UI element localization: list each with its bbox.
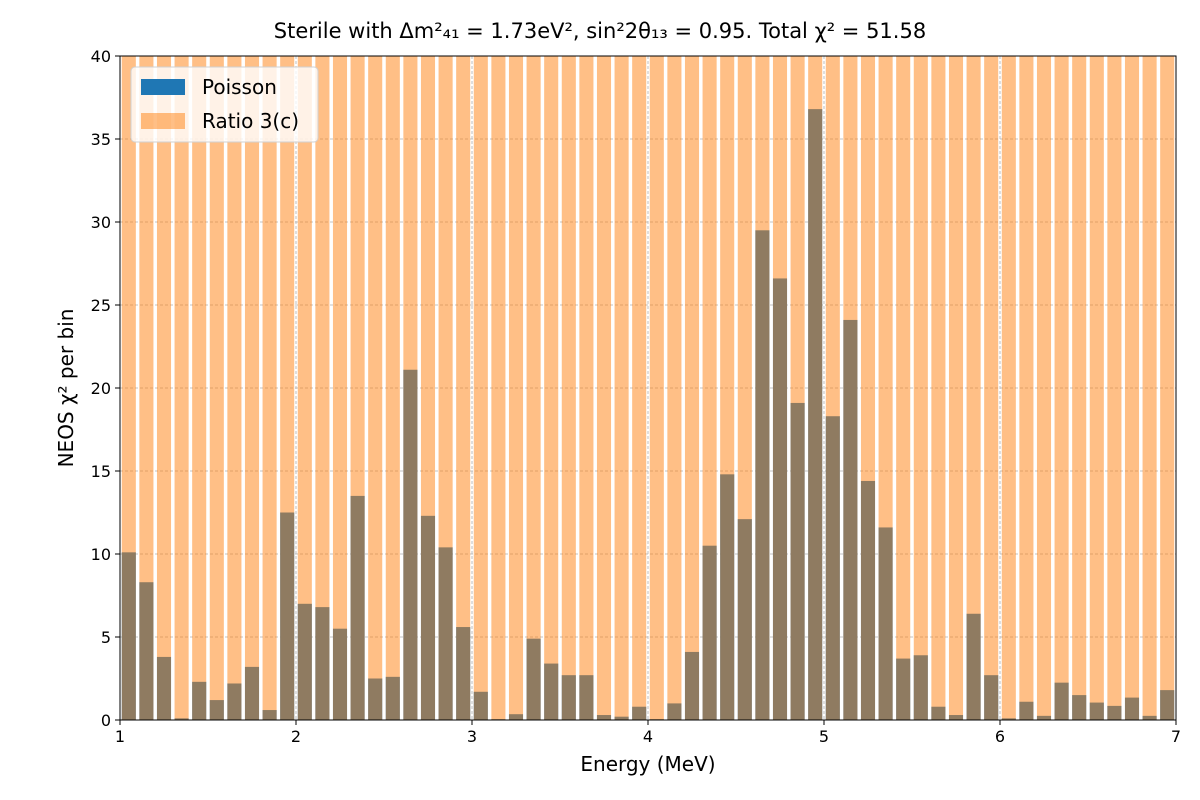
bar-ratio: [385, 56, 400, 720]
bar-ratio: [720, 56, 735, 720]
bar-ratio: [350, 56, 365, 720]
bar-ratio: [244, 56, 260, 720]
legend-label: Poisson: [202, 75, 277, 99]
y-tick-label: 20: [91, 379, 111, 398]
bar-ratio: [632, 56, 647, 720]
y-tick-label: 30: [91, 213, 111, 232]
bar-ratio: [825, 56, 840, 720]
bar-ratio: [667, 56, 682, 720]
bar-ratio: [139, 56, 154, 720]
y-tick-label: 40: [91, 47, 111, 66]
bar-ratio: [649, 56, 664, 720]
bar-ratio: [1107, 56, 1122, 720]
bar-ratio: [808, 56, 823, 720]
bar-ratio: [755, 56, 770, 720]
bar-ratio: [966, 56, 981, 720]
bar-ratio: [913, 56, 928, 720]
bar-ratio: [156, 56, 172, 720]
y-axis-label: NEOS χ² per bin: [54, 309, 78, 468]
bar-ratio: [209, 56, 224, 720]
bar-ratio: [878, 56, 893, 720]
y-axis-ticks: 0 5 10 15 20 25 30 35 40: [91, 47, 120, 730]
chart-title: Sterile with Δm²₄₁ = 1.73eV², sin²2θ₁₃ =…: [274, 19, 926, 43]
bar-ratio: [491, 56, 506, 720]
y-tick-label: 5: [101, 628, 111, 647]
bar-ratio: [438, 56, 453, 720]
legend-swatch: [141, 79, 185, 95]
bar-ratio: [737, 56, 752, 720]
bar-ratio: [368, 56, 383, 720]
x-axis-label: Energy (MeV): [580, 752, 715, 776]
bar-ratio: [579, 56, 594, 720]
bar-ratio: [315, 56, 330, 720]
bar-ratio: [227, 56, 242, 720]
bar-ratio: [297, 56, 312, 720]
bar-ratio: [843, 56, 858, 720]
legend: Poisson Ratio 3(c): [130, 66, 319, 143]
x-tick-label: 6: [995, 727, 1005, 746]
bar-ratio: [561, 56, 576, 720]
bar-ratio: [526, 56, 541, 720]
bar-ratio: [174, 56, 189, 720]
x-tick-label: 5: [819, 727, 829, 746]
bar-ratio: [1124, 56, 1140, 720]
bar-ratio: [1160, 56, 1175, 720]
bar-ratio: [614, 56, 629, 720]
y-tick-label: 15: [91, 462, 111, 481]
bar-ratio: [984, 56, 999, 720]
bar-ratio: [1142, 56, 1157, 720]
x-tick-label: 3: [467, 727, 477, 746]
x-tick-label: 7: [1171, 727, 1181, 746]
bar-ratio: [596, 56, 612, 720]
bar-ratio: [192, 56, 207, 720]
bar-ratio: [544, 56, 559, 720]
x-tick-label: 1: [115, 727, 125, 746]
bar-ratio: [1054, 56, 1069, 720]
bar-ratio: [280, 56, 295, 720]
bar-ratio: [1072, 56, 1087, 720]
legend-swatch: [141, 113, 185, 129]
bar-ratio: [1019, 56, 1034, 720]
y-tick-label: 35: [91, 130, 111, 149]
bar-ratio: [702, 56, 717, 720]
legend-label: Ratio 3(c): [202, 109, 299, 133]
bar-ratio: [790, 56, 805, 720]
x-tick-label: 2: [291, 727, 301, 746]
bar-ratio: [1001, 56, 1016, 720]
bar-ratio: [508, 56, 524, 720]
bar-ratio: [931, 56, 946, 720]
ratio-bars: [121, 56, 1175, 720]
y-tick-label: 10: [91, 545, 111, 564]
grid-lines: [119, 55, 1177, 721]
bar-ratio: [332, 56, 348, 720]
bar-ratio: [860, 56, 876, 720]
bar-ratio: [403, 56, 418, 720]
y-tick-label: 0: [101, 711, 111, 730]
x-axis-ticks: 1 2 3 4 5 6 7: [115, 720, 1181, 746]
bar-ratio: [896, 56, 911, 720]
bar-ratio: [1089, 56, 1104, 720]
x-tick-label: 4: [643, 727, 653, 746]
bar-ratio: [772, 56, 788, 720]
bar-ratio: [420, 56, 436, 720]
bar-ratio: [948, 56, 964, 720]
bar-ratio: [121, 56, 136, 720]
bar-ratio: [1036, 56, 1052, 720]
bar-ratio: [473, 56, 488, 720]
bar-ratio: [684, 56, 700, 720]
bar-ratio: [262, 56, 277, 720]
y-tick-label: 25: [91, 296, 111, 315]
bar-ratio: [456, 56, 471, 720]
